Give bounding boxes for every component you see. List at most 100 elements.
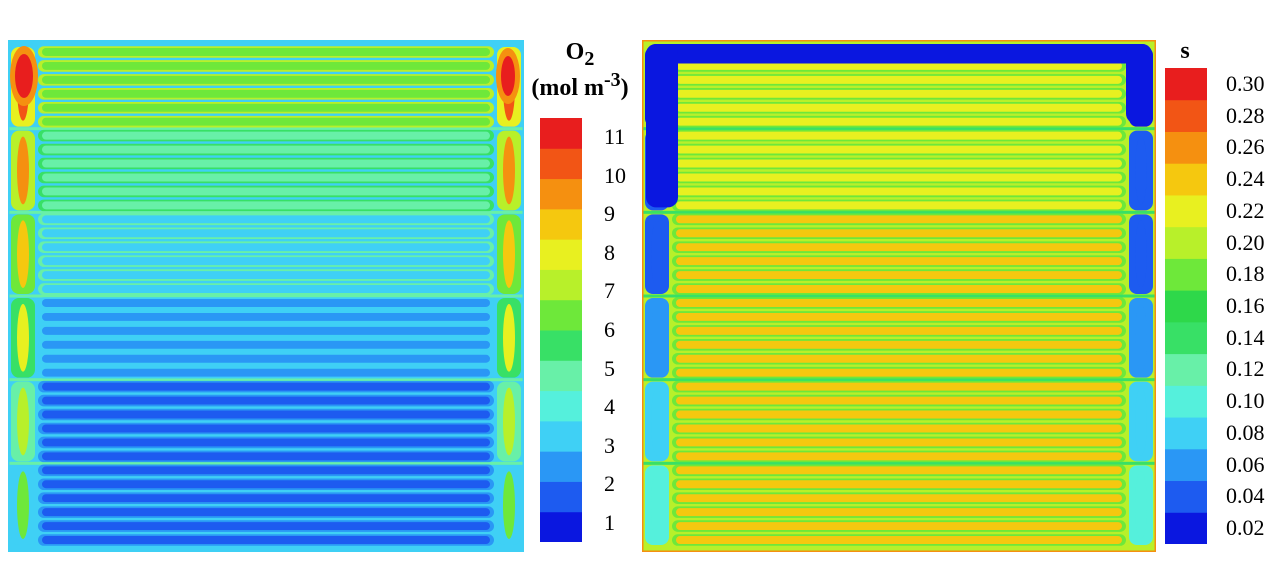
colorbar-bin xyxy=(1165,258,1207,291)
colorbar-bin xyxy=(1165,68,1207,101)
manifold-core xyxy=(651,220,663,288)
manifold-core xyxy=(17,387,29,456)
o2-colorbar-title: O2 (mol m-3) xyxy=(531,39,629,101)
channel-core xyxy=(42,61,490,70)
channel-core xyxy=(42,131,490,140)
channel-core xyxy=(42,285,490,293)
channel-core xyxy=(42,243,490,252)
channel-core xyxy=(676,340,1122,349)
colorbar-bin xyxy=(540,390,582,422)
colorbar-bin xyxy=(1165,321,1207,355)
channel-core xyxy=(42,89,490,98)
channel-core xyxy=(42,271,490,280)
channel-core xyxy=(676,117,1122,126)
colorbar-bin xyxy=(540,178,582,210)
channel-core xyxy=(42,215,490,224)
channel-core xyxy=(42,452,490,461)
colorbar-tick-label: 10 xyxy=(604,162,626,188)
colorbar-tick-label: 5 xyxy=(604,355,615,381)
channel-core xyxy=(42,75,490,84)
colorbar-tick-label: 0.10 xyxy=(1226,388,1265,414)
colorbar-bin xyxy=(1165,512,1207,544)
block-separator xyxy=(642,210,1156,214)
channel-core xyxy=(42,312,490,321)
saturation-colorbar-title: s xyxy=(1180,38,1190,64)
block-separator xyxy=(8,127,524,131)
dry-region xyxy=(1126,44,1152,124)
block-separator xyxy=(8,461,524,465)
colorbar-bin xyxy=(1165,353,1207,386)
channel-core xyxy=(42,117,490,126)
colorbar-tick-label: 4 xyxy=(604,394,615,420)
channel-core xyxy=(42,159,490,168)
outlet-hotspot xyxy=(501,56,515,96)
channel-core xyxy=(42,340,490,349)
colorbar-tick-label: 8 xyxy=(604,239,615,265)
channel-core xyxy=(42,257,490,266)
manifold-core xyxy=(503,471,515,539)
channel-core xyxy=(42,494,490,503)
colorbar-bin xyxy=(540,299,582,331)
manifold-core xyxy=(1135,304,1147,372)
channel-core xyxy=(42,424,490,433)
colorbar-bin xyxy=(540,148,582,180)
saturation-colorbar xyxy=(1165,68,1207,544)
colorbar-tick-label: 7 xyxy=(604,278,615,304)
channel-core xyxy=(676,382,1122,391)
manifold-core xyxy=(1135,387,1147,456)
colorbar-tick-label: 2 xyxy=(604,471,615,497)
colorbar-tick-label: 9 xyxy=(604,201,615,227)
colorbar-tick-label: 0.12 xyxy=(1226,356,1265,382)
channel-core xyxy=(676,243,1122,252)
channel-core xyxy=(676,438,1122,447)
channel-core xyxy=(676,187,1122,196)
colorbar-tick-label: 0.02 xyxy=(1226,515,1265,541)
channel-core xyxy=(676,410,1122,419)
channel-core xyxy=(42,522,490,531)
channel-core xyxy=(676,452,1122,461)
colorbar-tick-label: 0.18 xyxy=(1226,261,1265,287)
channel-core xyxy=(676,103,1122,112)
channel-core xyxy=(676,145,1122,154)
colorbar-bin xyxy=(540,239,582,270)
colorbar-tick-label: 0.20 xyxy=(1226,229,1265,255)
o2-colorbar xyxy=(540,118,582,542)
colorbar-bin xyxy=(1165,226,1207,259)
channel-core xyxy=(42,187,490,196)
channel-core xyxy=(42,536,490,544)
channel-core xyxy=(42,466,490,475)
colorbar-bin xyxy=(1165,290,1207,323)
colorbar-tick-label: 0.08 xyxy=(1226,419,1265,445)
block-separator xyxy=(8,294,524,298)
channel-core xyxy=(676,271,1122,280)
dry-region xyxy=(646,44,1152,64)
block-separator xyxy=(8,210,524,214)
o2-contour-field xyxy=(8,40,524,552)
channel-core xyxy=(676,131,1122,140)
manifold-core xyxy=(651,387,663,456)
manifold-core xyxy=(651,471,663,539)
channel-core xyxy=(676,494,1122,503)
colorbar-bin xyxy=(1165,417,1207,450)
manifold-core xyxy=(503,136,515,205)
manifold-core xyxy=(17,220,29,288)
colorbar-tick-label: 0.28 xyxy=(1226,102,1265,128)
block-separator xyxy=(642,294,1156,298)
domain-border xyxy=(642,40,1156,552)
channel-core xyxy=(676,215,1122,224)
channel-core xyxy=(42,382,490,391)
channel-core xyxy=(676,61,1122,70)
colorbar-bin xyxy=(540,511,582,542)
colorbar-bin xyxy=(1165,99,1207,132)
block-separator xyxy=(642,127,1156,131)
colorbar-bin xyxy=(540,208,582,240)
channel-core xyxy=(676,536,1122,544)
colorbar-tick-label: 0.24 xyxy=(1226,166,1265,192)
colorbar-tick-label: 0.26 xyxy=(1226,134,1265,160)
channel-core xyxy=(676,229,1122,238)
channel-core xyxy=(42,508,490,517)
manifold-core xyxy=(1135,136,1147,205)
colorbar-tick-label: 0.06 xyxy=(1226,451,1265,477)
colorbar-bin xyxy=(540,420,582,452)
manifold-core xyxy=(503,220,515,288)
